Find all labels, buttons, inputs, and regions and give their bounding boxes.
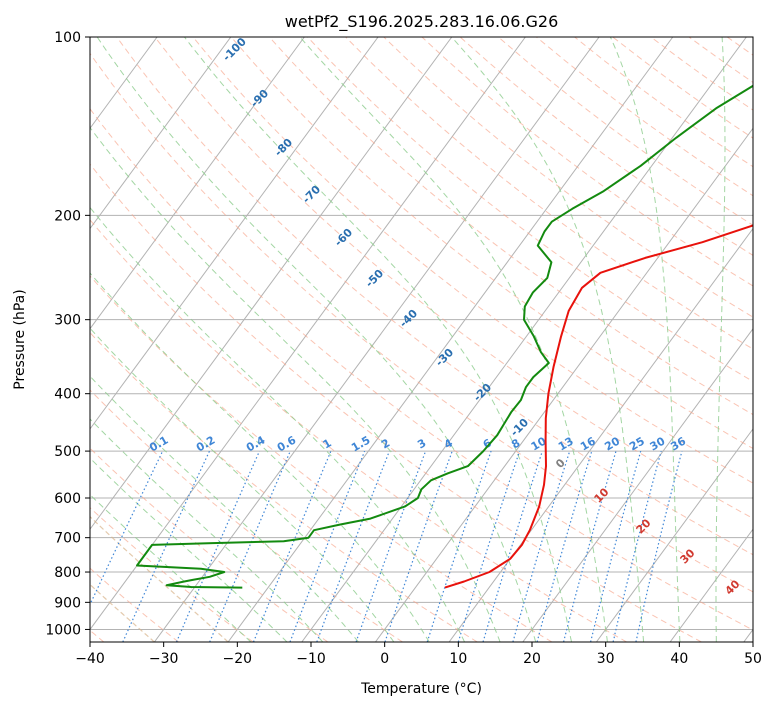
dry-adiabat-line [90,447,329,642]
y-tick-label: 700 [54,531,81,547]
mixing-ratio-line [612,450,662,642]
moist-adiabat-line [90,494,252,642]
mixing-ratio-lines [90,450,683,642]
dry-adiabat-line [345,37,753,350]
mixing-ratio-line [316,450,390,642]
dry-adiabat-line [154,37,753,520]
isotherm-line [595,428,753,642]
y-tick-label: 900 [54,595,81,611]
x-tick-label: 0 [380,651,389,667]
dry-adiabat-line [307,37,753,383]
isotherm-line [90,37,379,430]
isotherm-line [669,528,753,642]
x-axis-label: Temperature (°C) [360,681,482,697]
mixing-ratio-line [512,450,571,642]
isotherm-line [374,127,753,642]
skewed-isotherms [90,37,753,642]
mixing-ratio-line [563,450,617,642]
dewpoint-line [136,84,753,589]
y-tick-label: 300 [54,313,81,329]
moist-adiabat-line [299,37,608,642]
moist-adiabat-line [715,37,726,642]
dry-adiabat-line [90,52,753,593]
mixing-ratio-line [426,450,492,642]
x-tick-label: 10 [449,651,467,667]
moist-adiabat-line [90,126,501,642]
moist-adiabat-line [90,327,395,642]
dry-adiabat-line [90,108,753,631]
x-tick-label: 50 [744,651,762,667]
moist-adiabat-line [90,272,430,642]
y-tick-label: 1000 [45,622,81,638]
isotherm-line [90,37,526,631]
mixing-ratio-line [209,450,291,642]
x-tick-label: 30 [597,651,615,667]
moist-adiabat-line [90,457,288,642]
dry-adiabat-line [90,219,627,642]
dry-adiabats [90,37,753,642]
moist-adiabat-line [609,37,681,642]
mixing-ratio-line [355,450,427,642]
y-tick-label: 600 [54,491,81,507]
x-tick-label: 40 [670,651,688,667]
y-axis-label: Pressure (hPa) [12,289,28,389]
plot-frame [89,36,754,643]
y-tick-label: 100 [54,30,81,46]
mixing-ratio-line [175,450,261,642]
isotherm-line [90,37,453,531]
isotherm-line [227,37,674,642]
x-axis-ticks: −40 −30 −20 −10 0 10 20 30 40 50 [75,642,762,667]
isotherm-line [301,37,747,642]
sounding-series [136,84,753,589]
moist-adiabat-line [451,37,645,642]
moist-adiabat-line [184,37,572,642]
isotherm-line [522,327,753,642]
moist-adiabat-line [90,418,324,642]
isotherm-line [90,37,305,330]
mixing-ratio-line [482,450,543,642]
moist-adiabat-line [90,375,359,642]
isotherm-line [90,37,232,230]
dry-adiabat-line [90,163,702,642]
mixing-ratio-line [289,450,366,642]
mixing-ratio-line [635,450,683,642]
dry-adiabat-line [116,37,753,556]
chart-title: wetPf2_S196.2025.283.16.06.G26 [285,12,559,32]
x-tick-label: −20 [223,651,253,667]
temperature-line [444,224,753,589]
isotherm-line [153,37,600,642]
x-tick-label: −40 [75,651,105,667]
y-tick-label: 200 [54,208,81,224]
mixing-ratio-line [590,450,642,642]
x-tick-label: −30 [149,651,179,667]
y-tick-label: 800 [54,565,81,581]
dry-adiabat-line [90,389,403,642]
moist-adiabats [90,37,726,642]
mixing-ratio-line [252,450,332,642]
mixing-ratio-line [384,450,453,642]
moist-adiabat-line [96,37,537,642]
x-tick-label: 20 [523,651,541,667]
y-tick-label: 500 [54,444,81,460]
y-tick-label: 400 [54,387,81,403]
mixing-ratio-line [457,450,521,642]
y-axis-ticks: 100 200 300 400 500 600 700 800 900 1000 [45,30,90,638]
mixing-ratio-line [536,450,593,642]
x-tick-label: −10 [296,651,326,667]
